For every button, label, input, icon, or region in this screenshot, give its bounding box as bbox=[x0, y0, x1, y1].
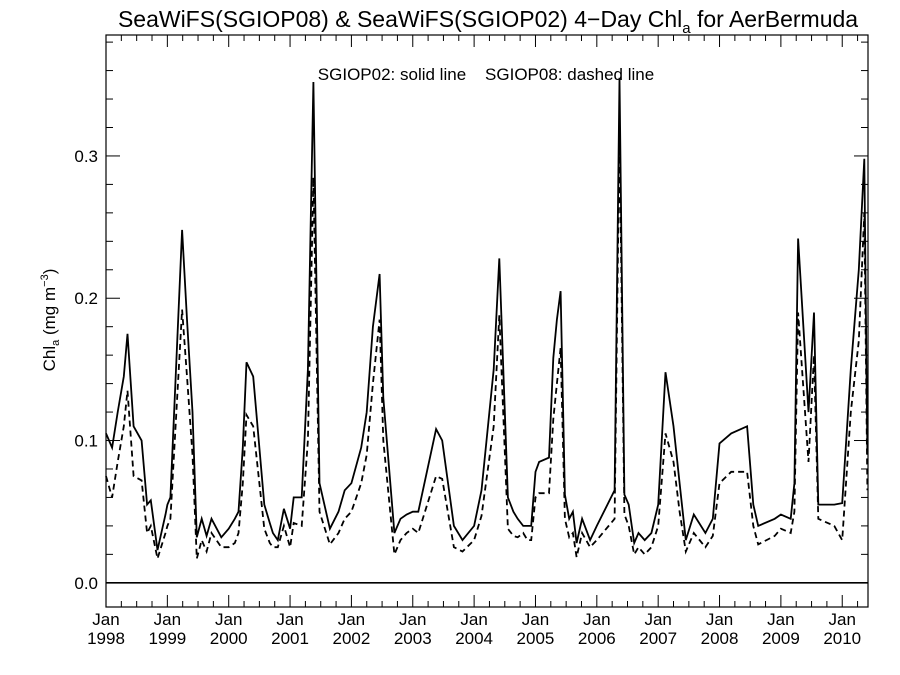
y-axis-label: Chla (mg m−3) bbox=[39, 269, 62, 372]
y-tick-label: 0.0 bbox=[74, 574, 98, 593]
x-tick-year-label: 2001 bbox=[271, 629, 309, 648]
x-tick-year-label: 1999 bbox=[148, 629, 186, 648]
x-tick-year-label: 2007 bbox=[639, 629, 677, 648]
x-tick-month-label: Jan bbox=[215, 610, 242, 629]
y-axis-label-subscript: a bbox=[50, 339, 62, 346]
x-tick-year-label: 2010 bbox=[823, 629, 861, 648]
x-tick-month-label: Jan bbox=[522, 610, 549, 629]
x-tick-month-label: Jan bbox=[276, 610, 303, 629]
y-axis-label-units: (mg m bbox=[40, 287, 59, 340]
y-axis-label-close: ) bbox=[40, 269, 59, 275]
x-tick-year-label: 2008 bbox=[701, 629, 739, 648]
x-tick-year-label: 2002 bbox=[332, 629, 370, 648]
x-tick-month-label: Jan bbox=[583, 610, 610, 629]
y-tick-label: 0.1 bbox=[74, 432, 98, 451]
x-tick-year-label: 2009 bbox=[762, 629, 800, 648]
x-tick-month-label: Jan bbox=[154, 610, 181, 629]
series-line-sgiop02 bbox=[105, 77, 869, 551]
x-tick-month-label: Jan bbox=[338, 610, 365, 629]
chart-title-main: SeaWiFS(SGIOP08) & SeaWiFS(SGIOP02) 4−Da… bbox=[118, 6, 682, 32]
y-tick-label: 0.3 bbox=[74, 147, 98, 166]
chart-title-suffix: for AerBermuda bbox=[691, 6, 859, 32]
y-axis-label-superscript: −3 bbox=[39, 274, 51, 287]
plot-frame bbox=[105, 34, 869, 608]
x-tick-month-label: Jan bbox=[829, 610, 856, 629]
x-tick-month-label: Jan bbox=[706, 610, 733, 629]
y-axis-label-main: Chl bbox=[40, 346, 59, 372]
x-tick-year-label: 2004 bbox=[455, 629, 493, 648]
x-tick-month-label: Jan bbox=[92, 610, 119, 629]
x-tick-year-label: 2000 bbox=[210, 629, 248, 648]
x-tick-month-label: Jan bbox=[399, 610, 426, 629]
chart-title: SeaWiFS(SGIOP08) & SeaWiFS(SGIOP02) 4−Da… bbox=[118, 6, 858, 37]
x-tick-year-label: 2003 bbox=[394, 629, 432, 648]
y-tick-label: 0.2 bbox=[74, 289, 98, 308]
x-tick-year-label: 1998 bbox=[87, 629, 125, 648]
series-annotation: SGIOP02: solid line SGIOP08: dashed line bbox=[318, 65, 654, 84]
chart-title-subscript: a bbox=[682, 20, 691, 37]
x-tick-year-label: 2005 bbox=[517, 629, 555, 648]
x-tick-month-label: Jan bbox=[644, 610, 671, 629]
plot-area: 0.00.10.20.3Jan1998Jan1999Jan2000Jan2001… bbox=[74, 34, 869, 648]
x-tick-month-label: Jan bbox=[460, 610, 487, 629]
x-tick-year-label: 2006 bbox=[578, 629, 616, 648]
series-line-sgiop08 bbox=[105, 130, 869, 559]
x-tick-month-label: Jan bbox=[767, 610, 794, 629]
